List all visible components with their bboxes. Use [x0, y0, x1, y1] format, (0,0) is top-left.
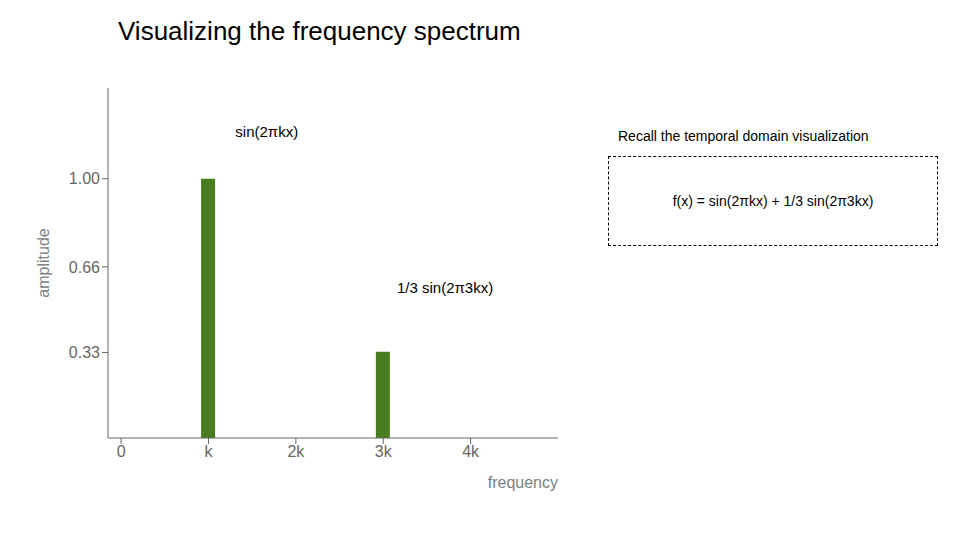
html-text:f(x) = sin(2πkx) + 1/3 sin(2π3: f(x) = sin(2πkx) + 1/3 sin(2π3kx) — [672, 193, 874, 209]
svg-text:1.00: 1.00 — [69, 170, 100, 187]
html-text:Recall the temporal domain vis: Recall the temporal domain visualization — [618, 128, 869, 144]
svg-text:1/3 sin(2π3kx): 1/3 sin(2π3kx) — [397, 279, 493, 296]
svg-text:amplitude: amplitude — [35, 228, 52, 297]
svg-text:0.33: 0.33 — [69, 344, 100, 361]
html-text:Visualizing the frequency spec: Visualizing the frequency spectrum — [118, 16, 521, 46]
svg-text:2k: 2k — [287, 443, 305, 460]
svg-text:frequency: frequency — [488, 474, 558, 491]
svg-text:sin(2πkx): sin(2πkx) — [235, 123, 298, 140]
svg-text:0: 0 — [117, 443, 126, 460]
svg-text:k: k — [204, 443, 213, 460]
svg-text:0.66: 0.66 — [69, 259, 100, 276]
svg-text:3k: 3k — [375, 443, 393, 460]
svg-text:4k: 4k — [462, 443, 480, 460]
